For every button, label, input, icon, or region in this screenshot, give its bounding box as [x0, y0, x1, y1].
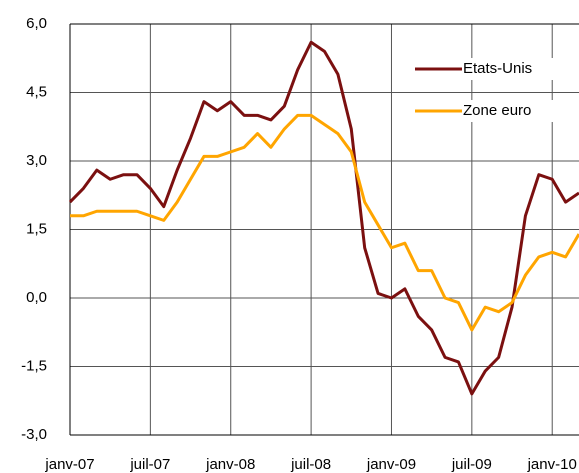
y-tick-label: 0,0: [26, 289, 47, 306]
x-tick-label: janv-08: [205, 456, 255, 473]
x-tick-label: juil-08: [290, 456, 331, 473]
y-tick-label: -3,0: [21, 426, 47, 443]
legend-bg: [411, 58, 573, 80]
x-tick-label: juil-07: [129, 456, 170, 473]
series-line: [70, 113, 579, 332]
x-tick-label: janv-09: [366, 456, 416, 473]
y-tick-label: 1,5: [26, 220, 47, 237]
x-tick-label: juil-09: [451, 456, 492, 473]
y-tick-label: -1,5: [21, 357, 47, 374]
y-tick-label: 3,0: [26, 152, 47, 169]
legend-label: Zone euro: [463, 102, 531, 119]
legend-label: Etats-Unis: [463, 60, 532, 77]
y-tick-label: 6,0: [26, 15, 47, 32]
y-tick-label: 4,5: [26, 83, 47, 100]
legend-bg: [411, 100, 573, 122]
x-tick-label: janv-10: [527, 456, 577, 473]
x-tick-label: janv-07: [44, 456, 94, 473]
series-line: [68, 40, 579, 396]
